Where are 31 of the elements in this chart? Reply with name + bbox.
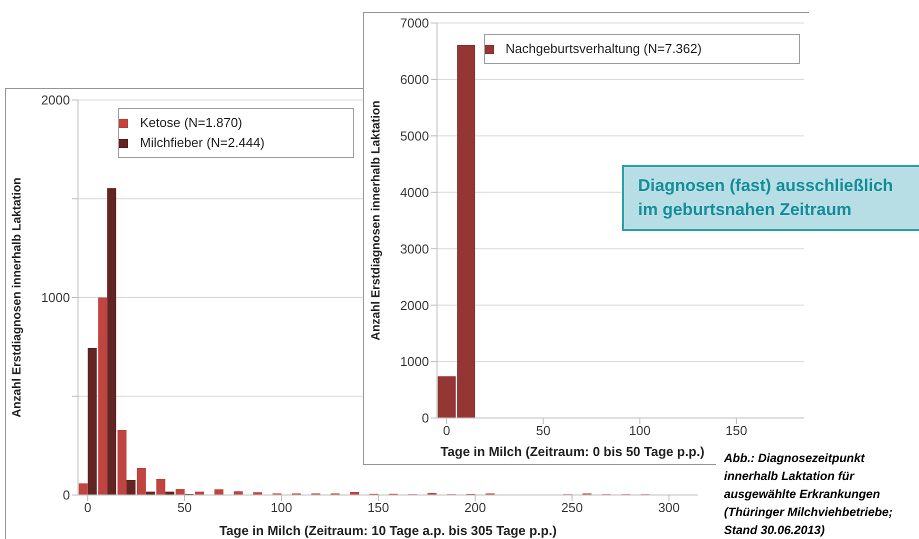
y-tick-label: 0	[62, 488, 70, 503]
y-tick-label: 2000	[400, 298, 429, 313]
x-tick-label: 100	[628, 423, 651, 438]
x-tick-label: 0	[443, 423, 450, 438]
legend-label: Milchfieber (N=2.444)	[140, 135, 265, 150]
y-axis-title: Anzahl Erstdiagnosen innerhalb Laktation	[9, 177, 24, 418]
y-tick-label: 6000	[400, 72, 429, 88]
y-tick-label: 4000	[400, 184, 429, 200]
y-tick-label: 0	[422, 410, 429, 426]
x-axis-title: Tage in Milch (Zeitraum: 0 bis 50 Tage p.p.)	[440, 444, 704, 459]
y-tick-label: 1000	[41, 290, 70, 306]
annotation: Diagnosen (fast) ausschließlich im geburtsnahen Zeitraum	[638, 175, 894, 221]
y-axis-title: Anzahl Erstdiagnosen innerhalb Laktation	[368, 100, 382, 341]
x-tick-label: 200	[464, 500, 486, 516]
x-tick-label: 150	[367, 500, 390, 516]
x-tick-label: 100	[270, 500, 292, 516]
text: Abb.: Diagnosezeitpunkt innerhalb Laktation für ausgewählte Erkrankungen (Thüringer Milchviehbetriebe; Stand 30.06.2013)	[716, 449, 919, 539]
x-tick-label: 50	[536, 423, 550, 438]
x-tick-label: 50	[177, 500, 192, 516]
legend-label: Ketose (N=1.870)	[140, 115, 242, 130]
x-tick-label: 150	[726, 423, 748, 438]
x-tick-label: 0	[84, 500, 92, 516]
y-tick-label: 5000	[400, 128, 429, 144]
y-tick-label: 2000	[41, 92, 70, 108]
y-tick-label: 3000	[400, 241, 429, 256]
x-tick-label: 250	[561, 500, 583, 516]
x-axis-title: Tage in Milch (Zeitraum: 10 Tage a.p. bis 305 Tage p.p.)	[219, 523, 557, 538]
legend-label: Nachgeburtsverhaltung (N=7.362)	[506, 41, 702, 56]
y-tick-label: 1000	[400, 354, 429, 370]
y-tick-label: 7000	[400, 16, 429, 31]
x-tick-label: 300	[658, 500, 680, 516]
